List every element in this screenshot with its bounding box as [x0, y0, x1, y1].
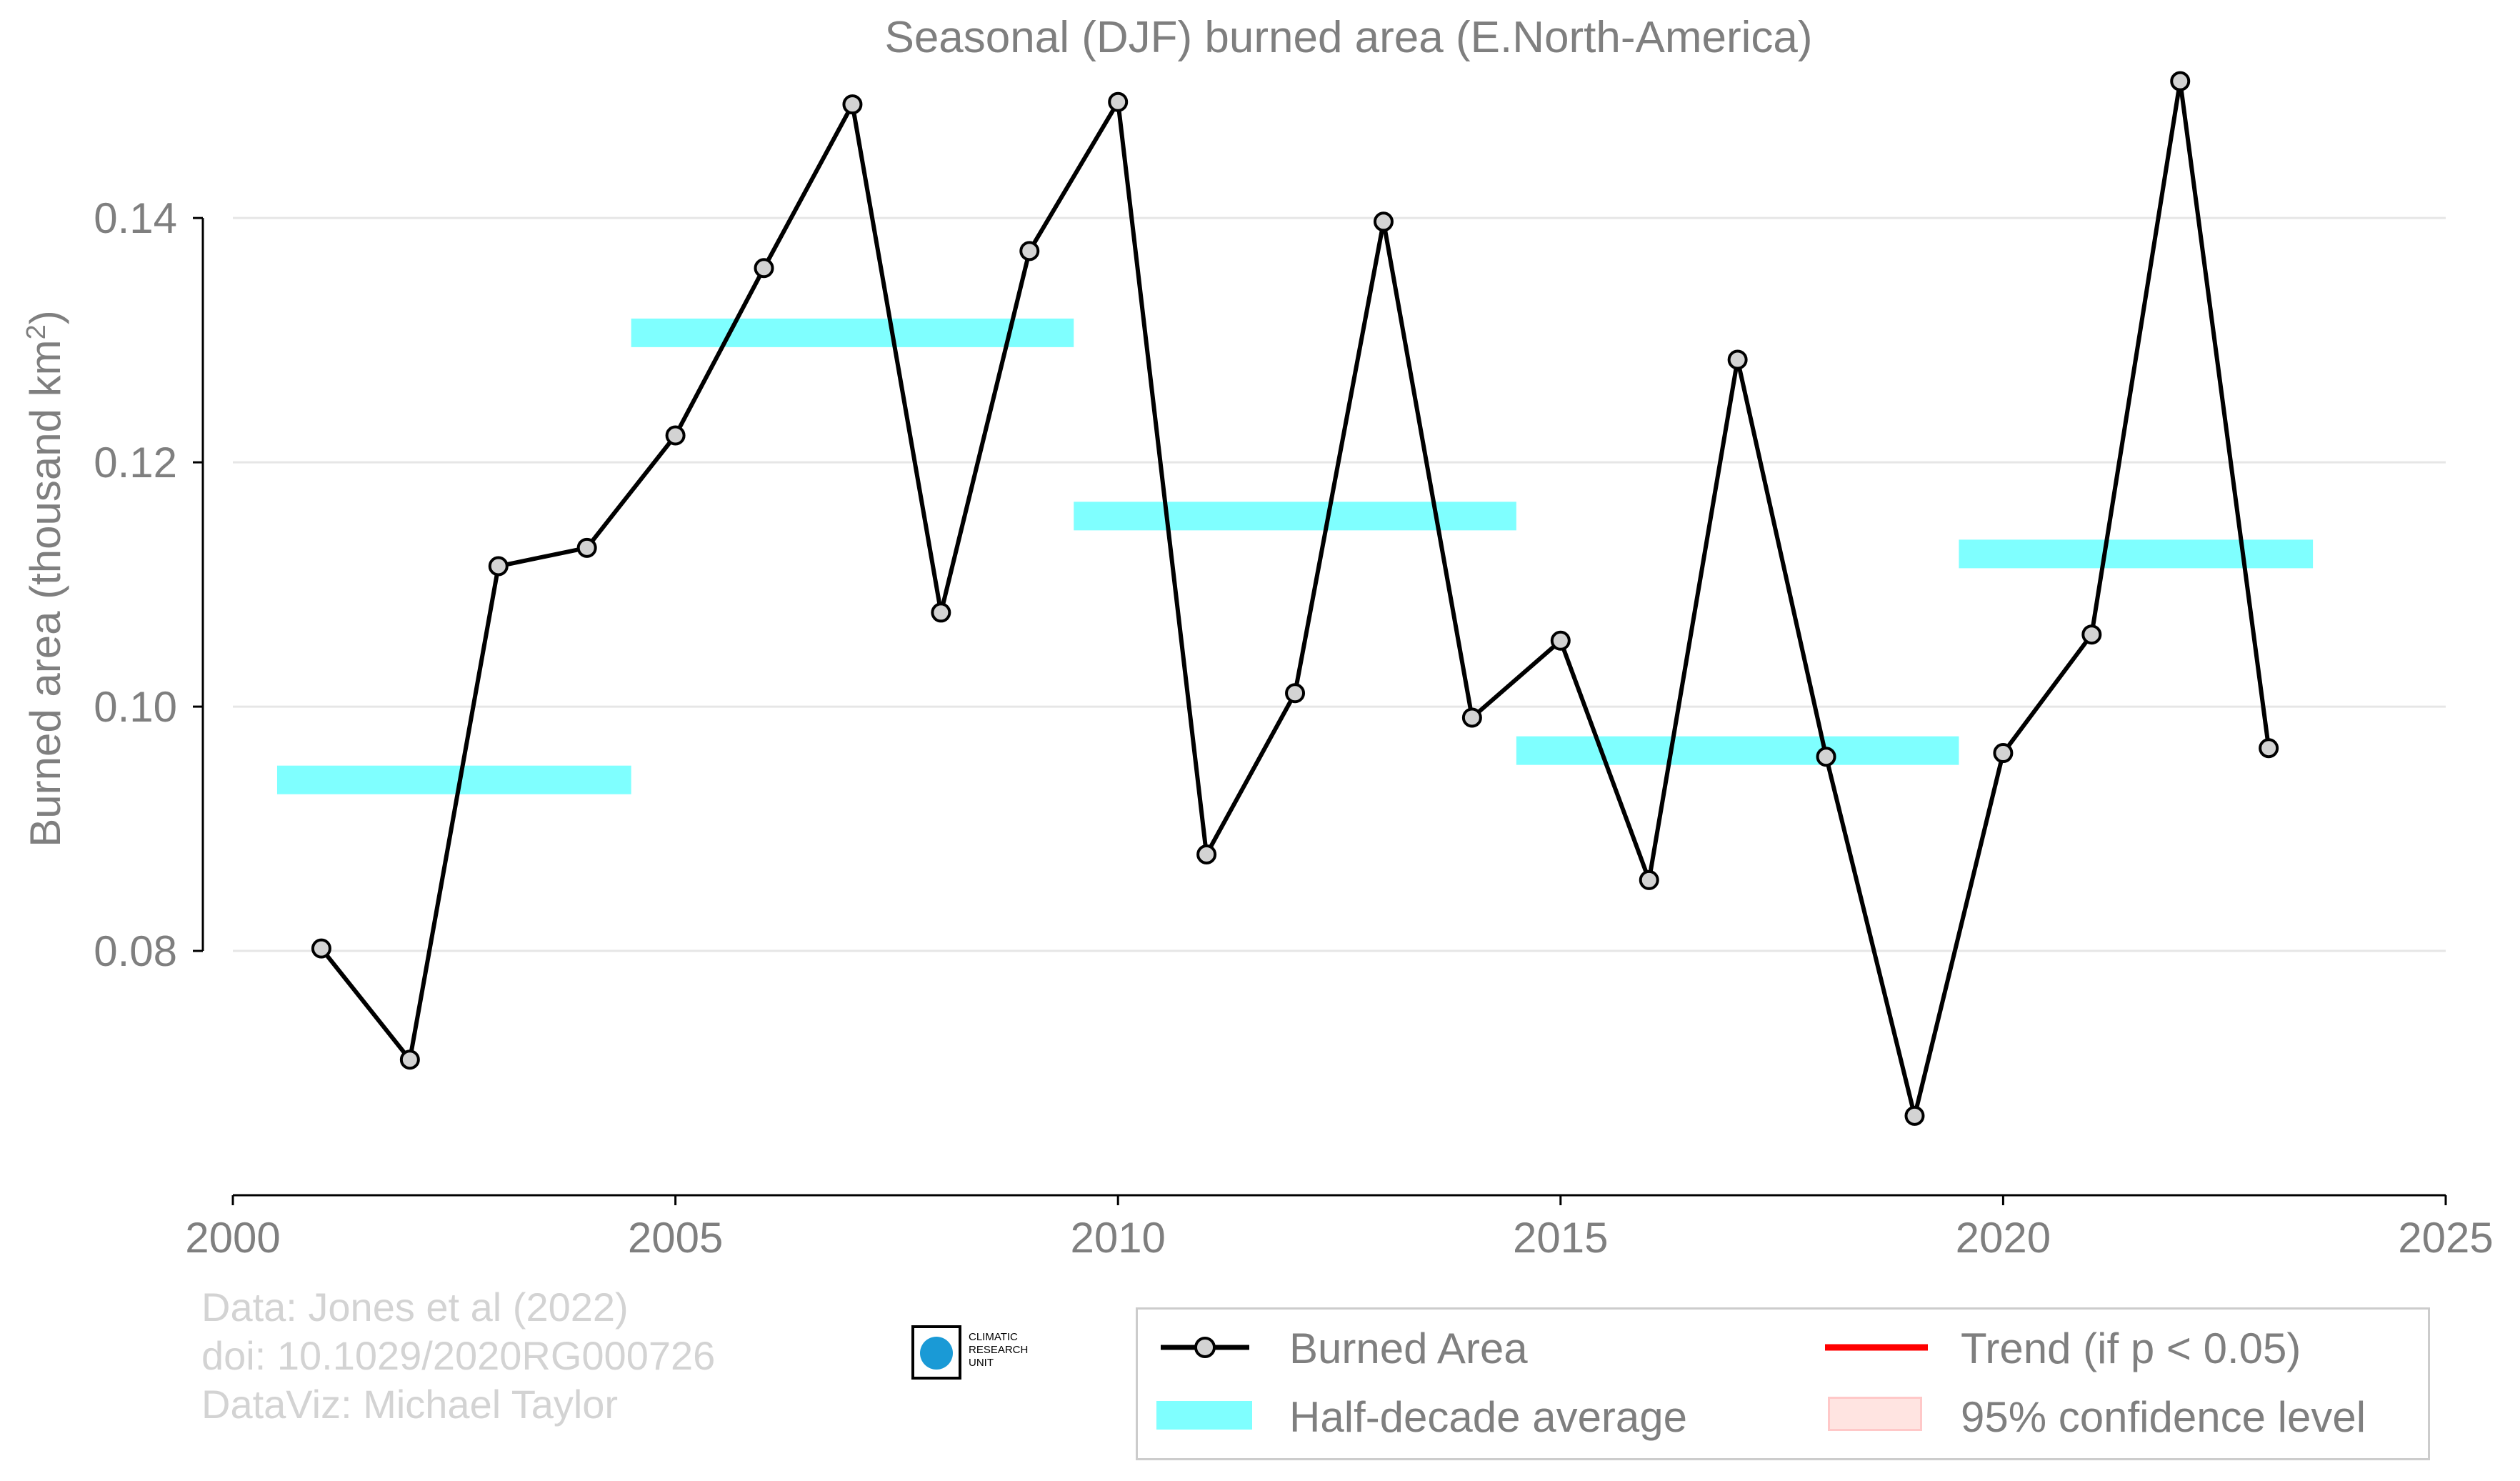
logo-text-line2: RESEARCH	[969, 1344, 1029, 1356]
burned-area-point	[2259, 738, 2279, 759]
data-credits: Data: Jones et al (2022) doi: 10.1029/20…	[201, 1283, 715, 1429]
credit-data-source: Data: Jones et al (2022)	[201, 1285, 629, 1330]
half-decade-average-bar	[631, 318, 1074, 347]
half-decade-average-bar	[1516, 736, 1959, 765]
x-tick-label: 2005	[628, 1214, 723, 1262]
legend-burned-area-label: Burned Area	[1289, 1325, 1528, 1372]
x-tick-label: 2010	[1070, 1214, 1165, 1262]
logo-text: CLIMATIC RESEARCH UNIT	[969, 1331, 1028, 1370]
burned-area-point	[2081, 624, 2102, 645]
burned-area-point	[488, 556, 509, 577]
y-tick-label: 0.08	[94, 927, 177, 975]
tick-labels: 0.08 0.10 0.12 0.14 2000 2005 2010 2015 2020 2025	[94, 194, 2494, 1262]
y-tick-label: 0.12	[94, 439, 177, 487]
burned-area-point	[1993, 743, 2014, 764]
x-tick-label: 2015	[1513, 1214, 1608, 1262]
legend: Burned Area Trend (if p < 0.05) Half-dec…	[1136, 1307, 2430, 1460]
x-tick-label: 2000	[185, 1214, 280, 1262]
half-decade-average-bar	[1959, 539, 2314, 569]
y-axis-label-end: )	[21, 310, 69, 324]
legend-burned-area-symbol	[1161, 1337, 1249, 1358]
burned-area-point	[1904, 1105, 1925, 1126]
burned-area-series	[319, 79, 2271, 1118]
logo-text-line3: UNIT	[969, 1357, 994, 1369]
axes	[193, 216, 2447, 1205]
grid-lines	[233, 216, 2446, 952]
burned-area-point	[842, 94, 863, 115]
legend-confidence-symbol	[1828, 1397, 1922, 1431]
half-decade-average-bar	[276, 765, 631, 794]
cru-logo: CLIMATIC RESEARCH UNIT	[911, 1325, 1054, 1382]
legend-half-decade-label: Half-decade average	[1289, 1393, 1688, 1441]
burned-area-point	[1196, 844, 1217, 864]
burned-area-point	[1461, 707, 1482, 728]
credit-doi: doi: 10.1029/2020RG000726	[201, 1333, 716, 1378]
logo-frame	[911, 1325, 961, 1380]
legend-half-decade-symbol	[1156, 1401, 1252, 1430]
x-tick-label: 2025	[2398, 1214, 2493, 1262]
legend-trend-label: Trend (if p < 0.05)	[1961, 1325, 2301, 1372]
burned-area-point	[931, 602, 951, 623]
y-axis-label-sup: 2	[21, 324, 51, 339]
burned-area-point	[665, 425, 686, 446]
burned-area-point	[1727, 349, 1748, 370]
y-tick-label: 0.10	[94, 683, 177, 731]
legend-confidence-label: 95% confidence level	[1961, 1393, 2366, 1441]
legend-trend-symbol	[1825, 1344, 1928, 1351]
y-tick-label: 0.14	[94, 194, 177, 242]
burned-area-point	[1108, 91, 1129, 112]
half-decade-average-bars	[276, 318, 2314, 794]
credit-dataviz: DataViz: Michael Taylor	[201, 1382, 619, 1427]
chart-title: Seasonal (DJF) burned area (E.North-Amer…	[884, 13, 1812, 62]
burned-area-line	[319, 79, 2271, 1118]
burned-area-point	[1816, 747, 1836, 767]
burned-area-point	[1550, 630, 1571, 651]
burned-area-point	[399, 1049, 420, 1070]
burned-area-point	[1285, 683, 1306, 704]
burned-area-point	[1373, 211, 1394, 232]
y-axis-label-main: Burned area (thousand km	[21, 339, 69, 847]
half-decade-average-bar	[1074, 502, 1516, 531]
burned-area-point	[1639, 869, 1659, 890]
y-axis-label: Burned area (thousand km2)	[21, 310, 69, 847]
burned-area-points	[311, 71, 2279, 1126]
burned-area-point	[311, 938, 331, 959]
burned-area-point	[1019, 241, 1040, 261]
globe-icon	[920, 1337, 953, 1370]
burned-area-point	[2170, 71, 2191, 91]
logo-text-line1: CLIMATIC	[969, 1331, 1018, 1343]
x-tick-label: 2020	[1956, 1214, 2051, 1262]
burned-area-point	[576, 537, 597, 558]
burned-area-point	[754, 258, 774, 279]
